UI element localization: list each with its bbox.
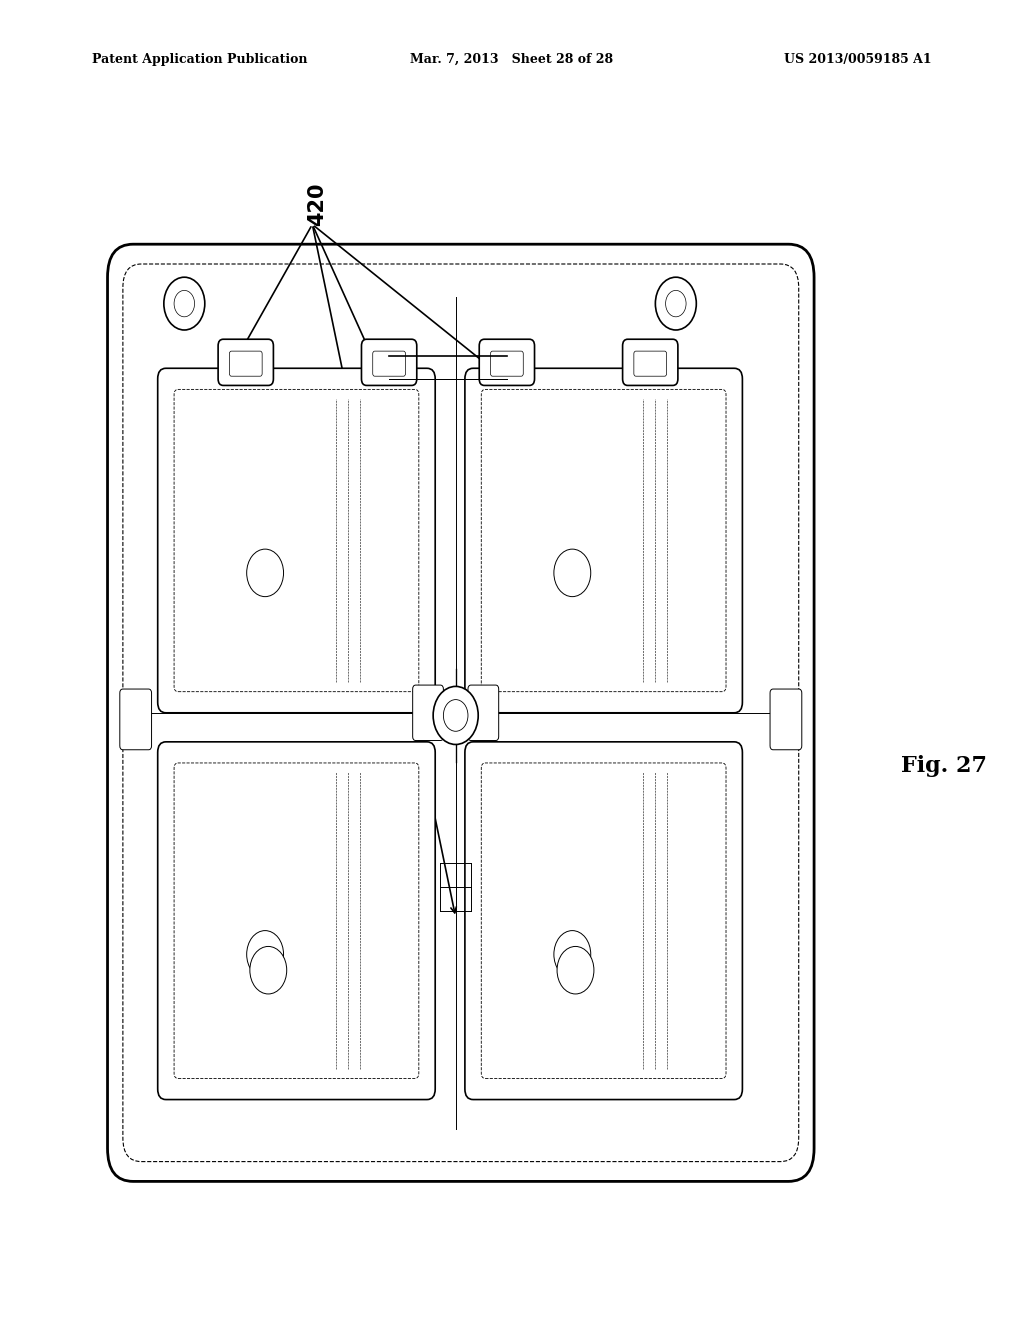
FancyBboxPatch shape [468,685,499,741]
Circle shape [557,946,594,994]
Circle shape [554,549,591,597]
Circle shape [554,931,591,978]
Text: Mar. 7, 2013   Sheet 28 of 28: Mar. 7, 2013 Sheet 28 of 28 [411,53,613,66]
FancyBboxPatch shape [479,339,535,385]
Circle shape [655,277,696,330]
Text: 420: 420 [307,183,328,226]
FancyBboxPatch shape [158,368,435,713]
Circle shape [247,549,284,597]
Circle shape [164,277,205,330]
FancyBboxPatch shape [465,368,742,713]
FancyBboxPatch shape [623,339,678,385]
FancyBboxPatch shape [413,685,443,741]
FancyBboxPatch shape [361,339,417,385]
FancyBboxPatch shape [120,689,152,750]
FancyBboxPatch shape [218,339,273,385]
FancyBboxPatch shape [465,742,742,1100]
Circle shape [247,931,284,978]
Circle shape [250,946,287,994]
Text: US 2013/0059185 A1: US 2013/0059185 A1 [784,53,932,66]
Text: Fig. 27: Fig. 27 [901,755,987,776]
FancyBboxPatch shape [158,742,435,1100]
Text: Patent Application Publication: Patent Application Publication [92,53,307,66]
FancyBboxPatch shape [770,689,802,750]
Circle shape [433,686,478,744]
